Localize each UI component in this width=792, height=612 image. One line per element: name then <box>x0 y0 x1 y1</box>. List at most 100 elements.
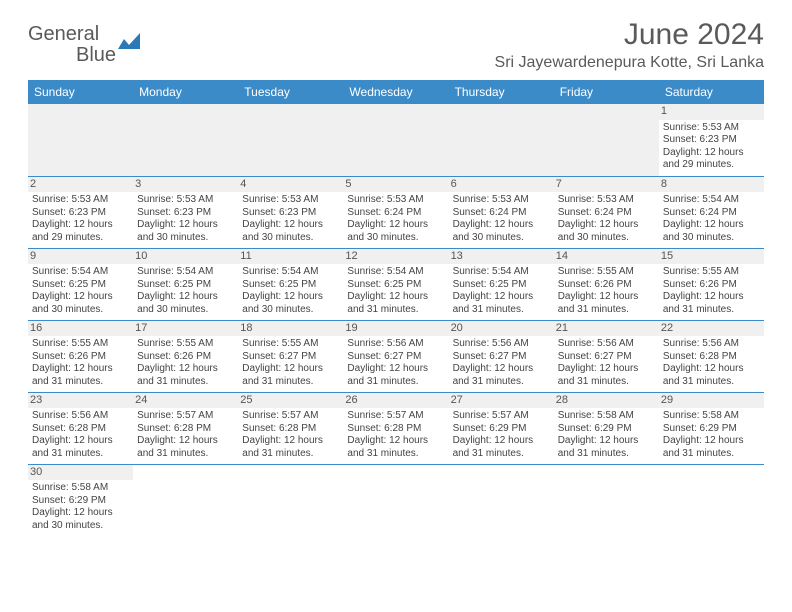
daylight-line: Daylight: 12 hours and 31 minutes. <box>453 291 550 316</box>
daylight-line: Daylight: 12 hours and 31 minutes. <box>242 363 339 388</box>
daylight-line: Daylight: 12 hours and 31 minutes. <box>347 291 444 316</box>
sunrise-line: Sunrise: 5:55 AM <box>32 338 129 351</box>
sunset-line: Sunset: 6:25 PM <box>137 279 234 292</box>
calendar-cell <box>238 464 343 536</box>
sunrise-line: Sunrise: 5:55 AM <box>137 338 234 351</box>
logo-text-1: General <box>28 23 99 45</box>
daylight-line: Daylight: 12 hours and 31 minutes. <box>558 363 655 388</box>
sunset-line: Sunset: 6:26 PM <box>558 279 655 292</box>
calendar-cell: 18Sunrise: 5:55 AMSunset: 6:27 PMDayligh… <box>238 320 343 392</box>
day-number: 12 <box>343 249 448 265</box>
calendar-cell: 7Sunrise: 5:53 AMSunset: 6:24 PMDaylight… <box>554 176 659 248</box>
calendar-cell: 9Sunrise: 5:54 AMSunset: 6:25 PMDaylight… <box>28 248 133 320</box>
sunset-line: Sunset: 6:24 PM <box>453 207 550 220</box>
day-number: 4 <box>238 177 343 193</box>
sunrise-line: Sunrise: 5:53 AM <box>663 122 760 135</box>
sunset-line: Sunset: 6:28 PM <box>137 423 234 436</box>
day-number: 21 <box>554 321 659 337</box>
day-number: 30 <box>28 465 133 481</box>
day-number: 10 <box>133 249 238 265</box>
weekday-header: Monday <box>133 80 238 104</box>
calendar-cell: 2Sunrise: 5:53 AMSunset: 6:23 PMDaylight… <box>28 176 133 248</box>
sunrise-line: Sunrise: 5:57 AM <box>137 410 234 423</box>
daylight-line: Daylight: 12 hours and 31 minutes. <box>137 363 234 388</box>
day-number: 19 <box>343 321 448 337</box>
calendar-cell: 3Sunrise: 5:53 AMSunset: 6:23 PMDaylight… <box>133 176 238 248</box>
sunset-line: Sunset: 6:27 PM <box>347 351 444 364</box>
calendar-cell: 21Sunrise: 5:56 AMSunset: 6:27 PMDayligh… <box>554 320 659 392</box>
daylight-line: Daylight: 12 hours and 31 minutes. <box>242 435 339 460</box>
sunrise-line: Sunrise: 5:58 AM <box>663 410 760 423</box>
day-number: 18 <box>238 321 343 337</box>
calendar-cell: 25Sunrise: 5:57 AMSunset: 6:28 PMDayligh… <box>238 392 343 464</box>
day-number: 14 <box>554 249 659 265</box>
calendar-cell: 27Sunrise: 5:57 AMSunset: 6:29 PMDayligh… <box>449 392 554 464</box>
day-number: 2 <box>28 177 133 193</box>
daylight-line: Daylight: 12 hours and 30 minutes. <box>558 219 655 244</box>
calendar-cell: 13Sunrise: 5:54 AMSunset: 6:25 PMDayligh… <box>449 248 554 320</box>
sunrise-line: Sunrise: 5:53 AM <box>453 194 550 207</box>
daylight-line: Daylight: 12 hours and 31 minutes. <box>453 435 550 460</box>
calendar-cell: 20Sunrise: 5:56 AMSunset: 6:27 PMDayligh… <box>449 320 554 392</box>
calendar-cell <box>28 104 133 176</box>
day-number: 16 <box>28 321 133 337</box>
day-number: 7 <box>554 177 659 193</box>
sunset-line: Sunset: 6:28 PM <box>663 351 760 364</box>
daylight-line: Daylight: 12 hours and 30 minutes. <box>663 219 760 244</box>
calendar-cell <box>133 464 238 536</box>
day-number: 23 <box>28 393 133 409</box>
day-number: 26 <box>343 393 448 409</box>
calendar-cell <box>343 464 448 536</box>
weekday-header: Sunday <box>28 80 133 104</box>
logo-text-2: Blue <box>76 44 116 66</box>
day-number: 17 <box>133 321 238 337</box>
sunrise-line: Sunrise: 5:54 AM <box>242 266 339 279</box>
location: Sri Jayewardenepura Kotte, Sri Lanka <box>495 54 764 72</box>
sunset-line: Sunset: 6:23 PM <box>663 134 760 147</box>
sunrise-line: Sunrise: 5:55 AM <box>558 266 655 279</box>
calendar-cell: 22Sunrise: 5:56 AMSunset: 6:28 PMDayligh… <box>659 320 764 392</box>
daylight-line: Daylight: 12 hours and 31 minutes. <box>347 363 444 388</box>
daylight-line: Daylight: 12 hours and 31 minutes. <box>558 291 655 316</box>
calendar-week-row: 1Sunrise: 5:53 AMSunset: 6:23 PMDaylight… <box>28 104 764 176</box>
calendar-cell: 14Sunrise: 5:55 AMSunset: 6:26 PMDayligh… <box>554 248 659 320</box>
sunset-line: Sunset: 6:25 PM <box>453 279 550 292</box>
sunset-line: Sunset: 6:25 PM <box>242 279 339 292</box>
daylight-line: Daylight: 12 hours and 31 minutes. <box>558 435 655 460</box>
day-number: 8 <box>659 177 764 193</box>
header: General Blue June 2024 Sri Jayewardenepu… <box>28 18 764 72</box>
sunset-line: Sunset: 6:26 PM <box>137 351 234 364</box>
weekday-header: Saturday <box>659 80 764 104</box>
sunset-line: Sunset: 6:24 PM <box>558 207 655 220</box>
calendar-cell: 6Sunrise: 5:53 AMSunset: 6:24 PMDaylight… <box>449 176 554 248</box>
calendar-cell: 24Sunrise: 5:57 AMSunset: 6:28 PMDayligh… <box>133 392 238 464</box>
weekday-header-row: Sunday Monday Tuesday Wednesday Thursday… <box>28 80 764 104</box>
sunrise-line: Sunrise: 5:57 AM <box>242 410 339 423</box>
sunset-line: Sunset: 6:29 PM <box>32 495 129 508</box>
daylight-line: Daylight: 12 hours and 30 minutes. <box>137 291 234 316</box>
sunset-line: Sunset: 6:26 PM <box>32 351 129 364</box>
calendar-page: General Blue June 2024 Sri Jayewardenepu… <box>0 0 792 554</box>
calendar-cell <box>133 104 238 176</box>
day-number: 25 <box>238 393 343 409</box>
sunrise-line: Sunrise: 5:54 AM <box>137 266 234 279</box>
daylight-line: Daylight: 12 hours and 30 minutes. <box>32 291 129 316</box>
day-number: 13 <box>449 249 554 265</box>
month-title: June 2024 <box>495 18 764 52</box>
sunrise-line: Sunrise: 5:58 AM <box>558 410 655 423</box>
calendar-cell: 5Sunrise: 5:53 AMSunset: 6:24 PMDaylight… <box>343 176 448 248</box>
calendar-week-row: 2Sunrise: 5:53 AMSunset: 6:23 PMDaylight… <box>28 176 764 248</box>
sunset-line: Sunset: 6:27 PM <box>242 351 339 364</box>
calendar-week-row: 23Sunrise: 5:56 AMSunset: 6:28 PMDayligh… <box>28 392 764 464</box>
day-number: 27 <box>449 393 554 409</box>
sunrise-line: Sunrise: 5:56 AM <box>453 338 550 351</box>
sunset-line: Sunset: 6:29 PM <box>453 423 550 436</box>
sunset-line: Sunset: 6:25 PM <box>32 279 129 292</box>
calendar-cell <box>238 104 343 176</box>
daylight-line: Daylight: 12 hours and 31 minutes. <box>663 291 760 316</box>
day-number: 15 <box>659 249 764 265</box>
sunrise-line: Sunrise: 5:53 AM <box>32 194 129 207</box>
sunset-line: Sunset: 6:27 PM <box>558 351 655 364</box>
calendar-week-row: 30Sunrise: 5:58 AMSunset: 6:29 PMDayligh… <box>28 464 764 536</box>
sunrise-line: Sunrise: 5:53 AM <box>347 194 444 207</box>
